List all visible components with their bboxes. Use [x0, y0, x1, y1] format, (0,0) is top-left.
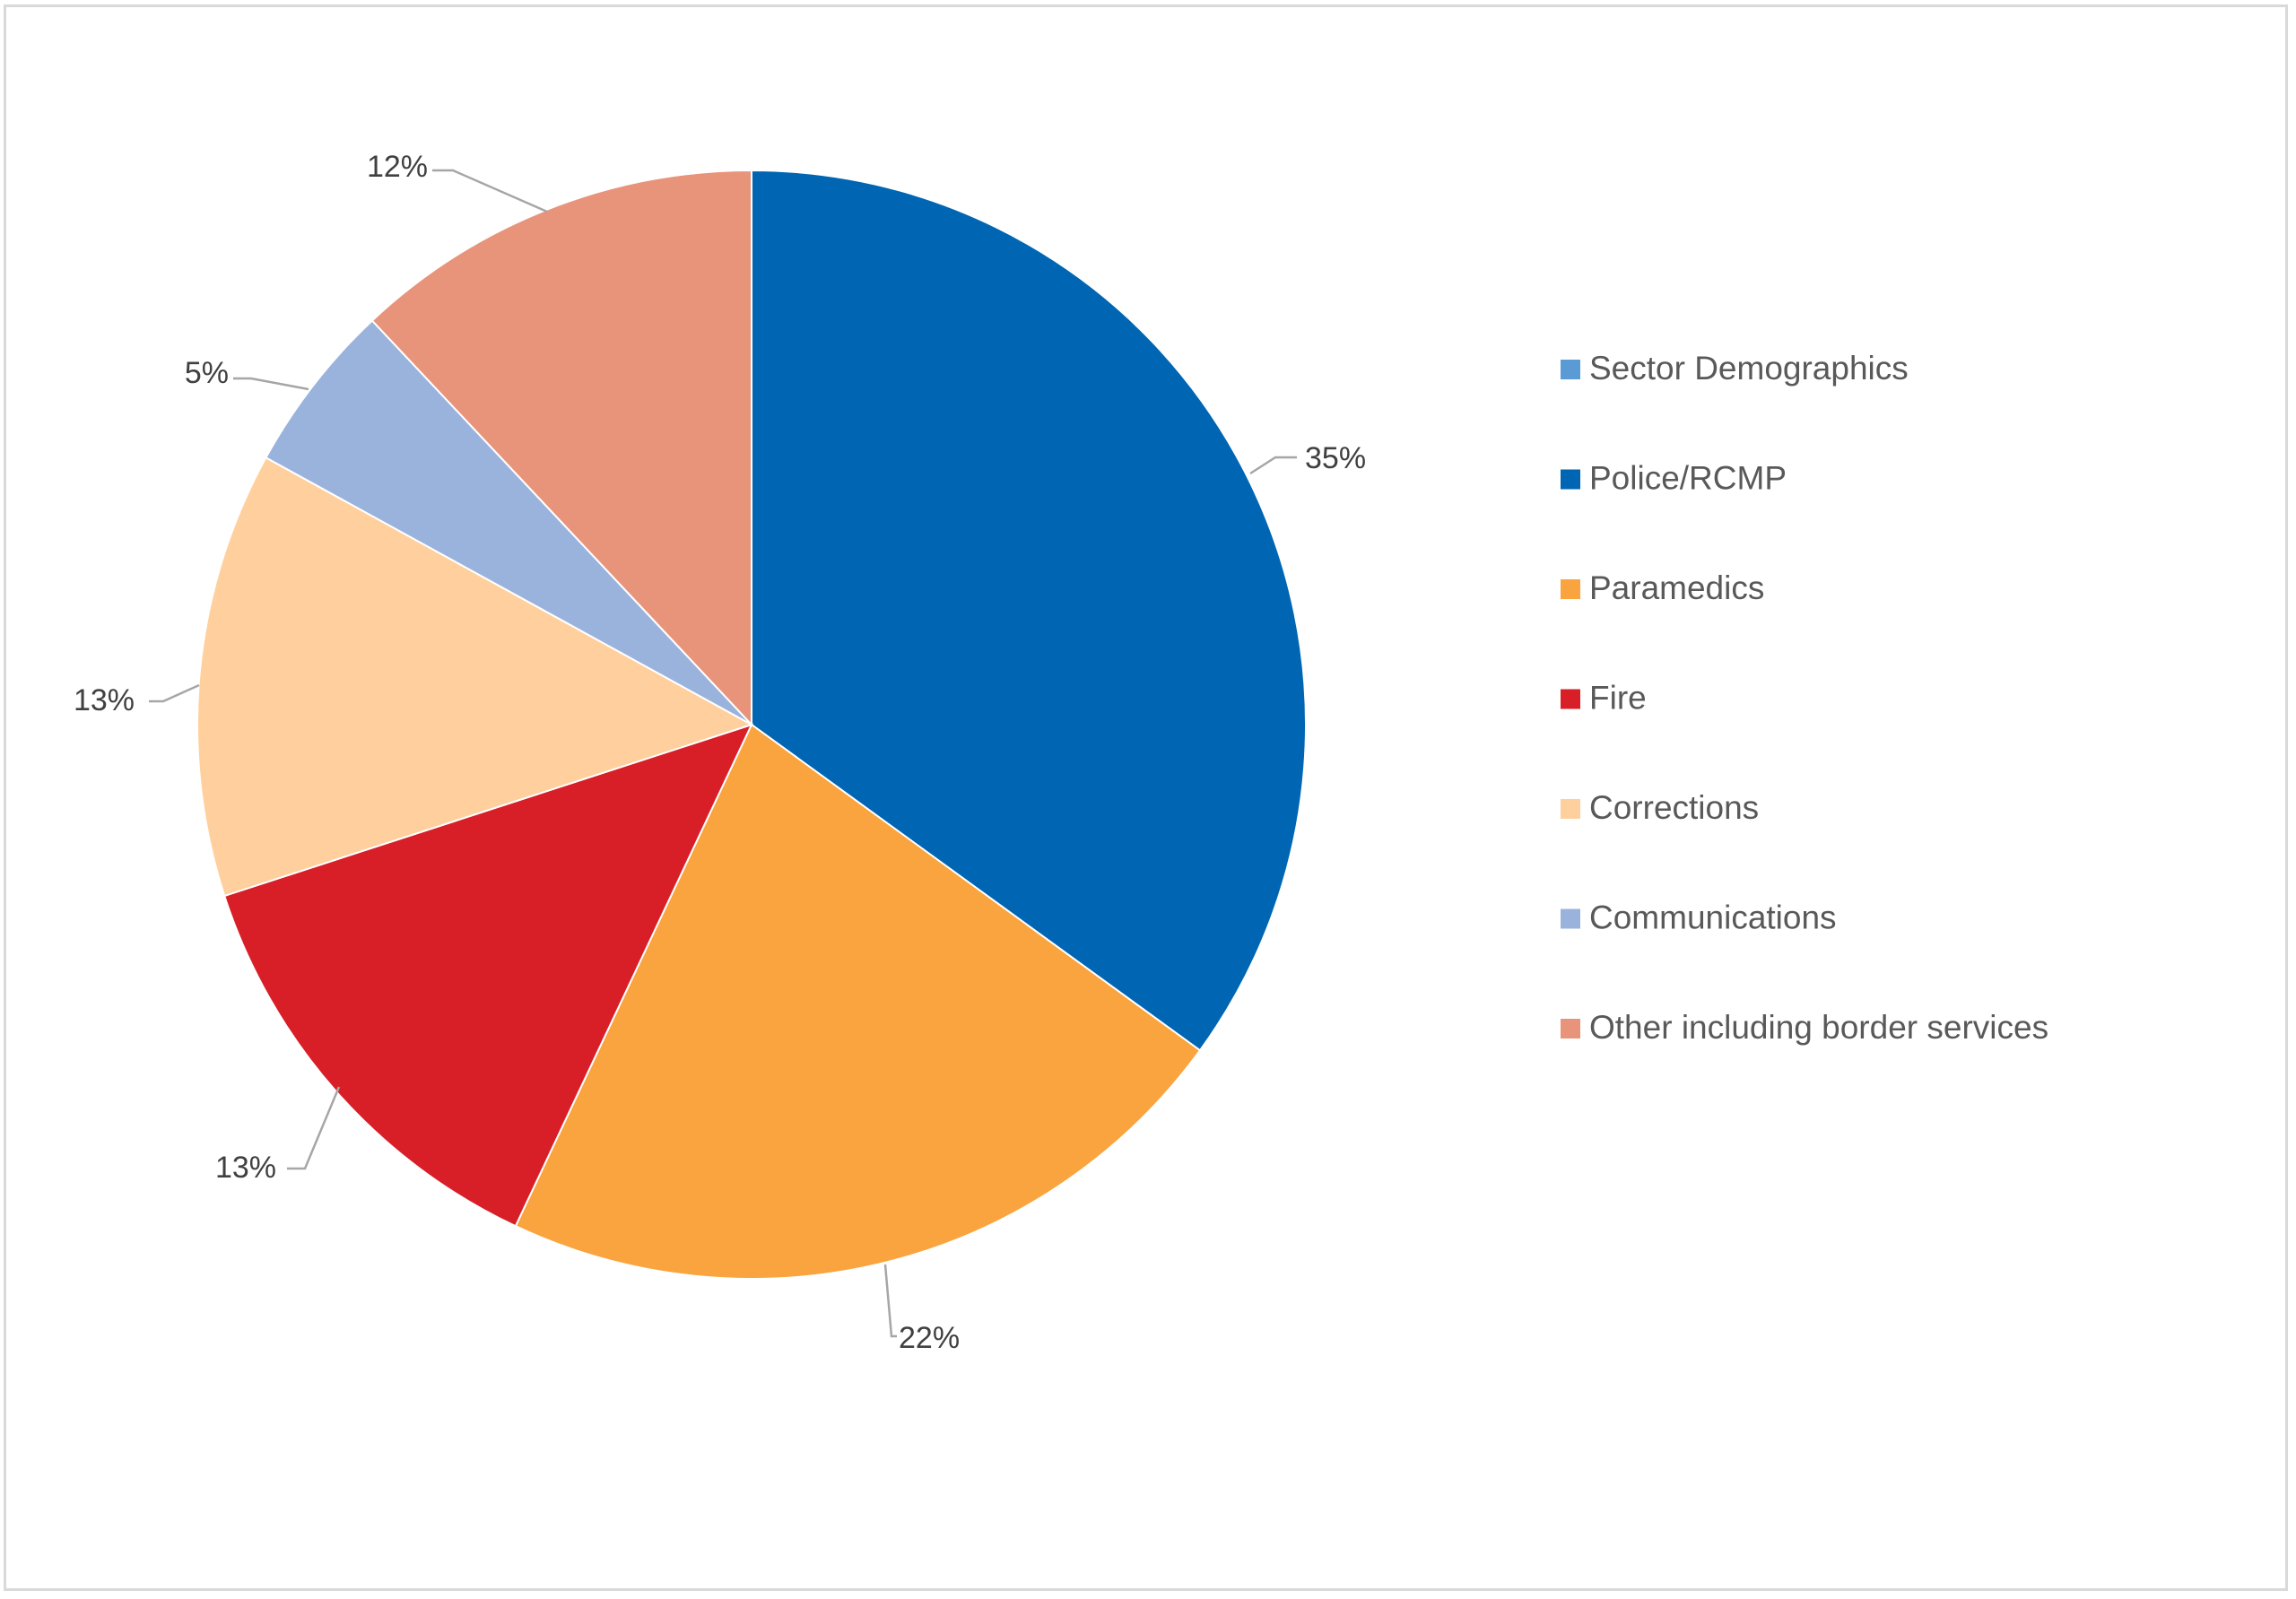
pie-slices [196, 169, 1307, 1280]
leader-line-police-rcmp [1249, 456, 1297, 475]
leader-lines [149, 169, 1297, 1338]
legend-swatch-sector-demographics [1561, 360, 1580, 379]
legend-swatch-communications [1561, 908, 1580, 929]
leader-line-paramedics [883, 1264, 897, 1338]
leader-line-communications [233, 377, 309, 391]
leader-line-fire [287, 1086, 341, 1170]
legend-swatch-fire [1561, 689, 1580, 709]
legend-swatch-other-including-border-services [1561, 1019, 1580, 1038]
pie-slice-corrections [196, 456, 754, 898]
data-label-corrections: 13% [74, 683, 135, 717]
legend-label-other-including-border-services: Other including border services [1589, 1009, 2048, 1046]
legend-swatch-police-rcmp [1561, 469, 1580, 490]
legend: Sector Demographics Police/RCMP Paramedics… [1561, 350, 2048, 1046]
leader-line-other-including-border-services [432, 169, 548, 213]
legend-swatch-corrections [1561, 799, 1580, 819]
legend-label-fire: Fire [1589, 679, 1647, 716]
legend-label-sector-demographics: Sector Demographics [1589, 350, 1909, 387]
legend-label-police-rcmp: Police/RCMP [1589, 459, 1787, 496]
data-label-fire: 13% [215, 1151, 276, 1185]
leader-line-corrections [149, 683, 200, 703]
legend-swatch-paramedics [1561, 579, 1580, 599]
data-label-paramedics: 22% [899, 1321, 960, 1355]
data-label-police-rcmp: 35% [1305, 441, 1366, 475]
pie-slice-fire [222, 723, 753, 1228]
pie-slice-communications [265, 319, 752, 726]
legend-label-communications: Communications [1589, 899, 1837, 935]
data-label-other-including-border-services: 12% [367, 150, 428, 184]
data-labels: 35% 22% 13% 13% 5% 12% [74, 150, 1366, 1355]
pie-slice-other-including-border-services [370, 169, 752, 727]
pie-slice-police-rcmp [751, 169, 1307, 1052]
legend-label-corrections: Corrections [1589, 789, 1759, 826]
legend-label-paramedics: Paramedics [1589, 569, 1764, 606]
data-label-communications: 5% [185, 356, 229, 390]
